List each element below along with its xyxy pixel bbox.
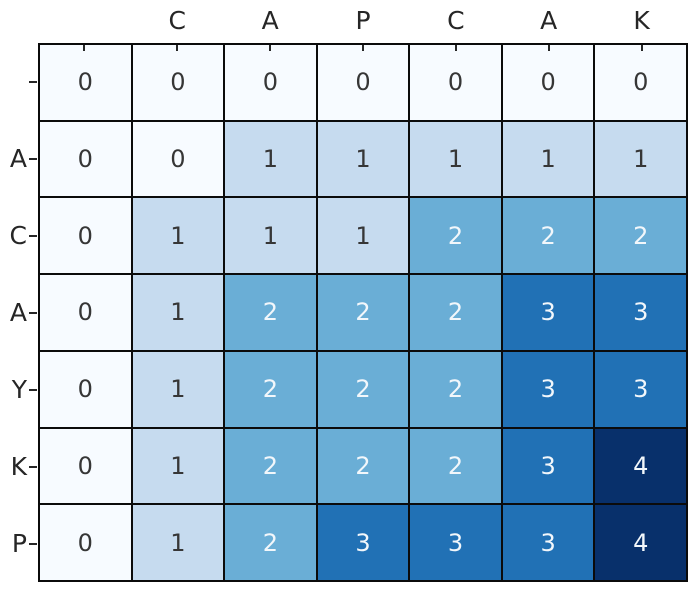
heatmap-cell: 1 [132,198,224,274]
y-axis-tick-mark [29,80,37,83]
heatmap-cell: 4 [595,428,686,504]
heatmap-cell: 0 [40,45,131,120]
heatmap-cell: 1 [410,121,501,197]
heatmap-cell: 3 [502,505,594,580]
x-axis-label: C [168,5,187,35]
heatmap-cell: 1 [132,275,224,350]
x-axis-label: K [633,5,650,35]
heatmap-cell: 0 [595,45,686,120]
heatmap-cell: 1 [132,505,224,580]
heatmap-cell: 2 [502,198,594,274]
y-axis-tick-mark [29,234,37,237]
heatmap-cell: 3 [317,505,409,580]
heatmap-cell: 3 [595,275,686,350]
heatmap-cell: 2 [225,275,316,350]
heatmap-cell: 2 [317,428,409,504]
heatmap-cell: 1 [317,198,409,274]
heatmap-cell: 0 [40,505,131,580]
heatmap-cell: 0 [502,45,594,120]
heatmap-cell: 0 [40,351,131,427]
y-axis-label: Y [11,375,27,404]
y-axis-label: P [11,529,27,558]
y-axis-ticks [29,43,37,582]
heatmap-cell: 3 [502,275,594,350]
heatmap-cell: 4 [595,505,686,580]
x-axis-label [38,0,131,40]
heatmap-cell: 0 [225,45,316,120]
heatmap-cell: 2 [410,351,501,427]
y-axis-tick-mark [29,542,37,545]
heatmap-cell: 0 [317,45,409,120]
y-axis-label: A [9,298,27,327]
y-axis-tick-mark [29,157,37,160]
heatmap-cell: 1 [225,198,316,274]
heatmap-cell: 2 [410,275,501,350]
heatmap-cell: 3 [502,428,594,504]
heatmap-cell: 3 [502,351,594,427]
x-axis-label: A [261,5,279,35]
heatmap-cell: 2 [317,351,409,427]
y-axis-tick-mark [29,388,37,391]
heatmap-cell: 2 [410,198,501,274]
y-axis-labels: A C A Y K P [0,43,28,582]
heatmap-cell: 2 [410,428,501,504]
heatmap-cell: 2 [595,198,686,274]
heatmap-cell: 1 [502,121,594,197]
y-axis-tick-mark [29,465,37,468]
heatmap-cell: 0 [410,45,501,120]
y-axis-label [0,43,28,120]
heatmap-cell: 0 [132,45,224,120]
heatmap-cell: 2 [225,428,316,504]
heatmap-cell: 1 [595,121,686,197]
heatmap-cell: 2 [225,505,316,580]
heatmap-cell: 1 [225,121,316,197]
heatmap-cell: 1 [132,428,224,504]
x-axis-label: A [540,5,558,35]
x-axis-label: P [355,5,371,35]
heatmap-cell: 0 [40,275,131,350]
heatmap-cell: 0 [40,121,131,197]
heatmap-cell: 2 [225,351,316,427]
y-axis-label: C [9,221,27,250]
y-axis-tick-mark [29,311,37,314]
heatmap-cell: 2 [317,275,409,350]
heatmap-cell: 3 [595,351,686,427]
heatmap-cell: 1 [317,121,409,197]
heatmap-cell: 0 [40,428,131,504]
heatmap-cell: 0 [132,121,224,197]
y-axis-label: A [9,144,27,173]
heatmap-cell: 0 [40,198,131,274]
y-axis-label: K [10,452,27,481]
heatmap-cell: 3 [410,505,501,580]
heatmap-cell: 1 [132,351,224,427]
x-axis-label: C [447,5,465,35]
